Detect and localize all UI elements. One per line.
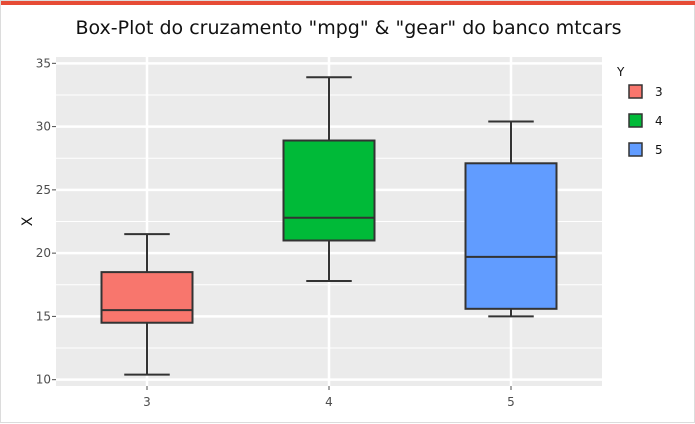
legend-title: Y (616, 65, 625, 79)
y-tick-label: 25 (36, 183, 51, 197)
chart-title: Box-Plot do cruzamento "mpg" & "gear" do… (75, 17, 622, 39)
box-body (100, 271, 194, 324)
x-tick-label: 5 (507, 395, 515, 409)
legend-swatch (628, 84, 643, 99)
y-tick-label: 15 (36, 309, 51, 323)
x-tick-label: 3 (143, 395, 151, 409)
y-tick-label: 20 (36, 246, 51, 260)
y-tick-label: 10 (36, 373, 51, 387)
y-tick-label: 30 (36, 120, 51, 134)
legend-label: 5 (655, 143, 663, 157)
x-tick-label: 4 (325, 395, 333, 409)
legend-swatch (628, 113, 643, 128)
legend-label: 4 (655, 114, 663, 128)
legend-label: 3 (655, 85, 663, 99)
box-body (282, 139, 376, 242)
y-axis-title: X (20, 216, 36, 226)
box-body (464, 162, 558, 310)
top-accent-bar (1, 1, 695, 5)
legend-swatch (628, 142, 643, 157)
y-tick-label: 35 (36, 56, 51, 70)
